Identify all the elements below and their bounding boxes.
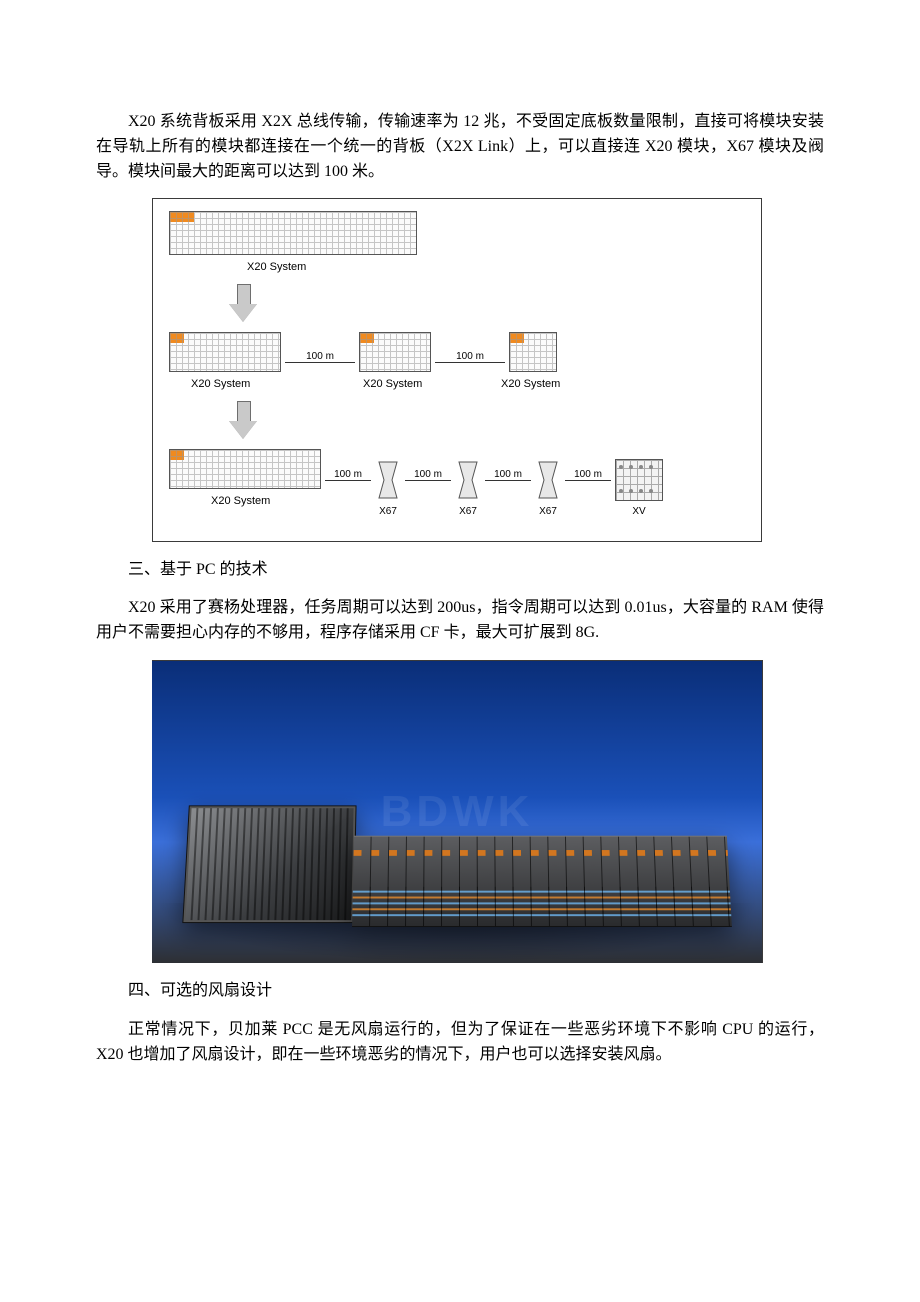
link-line: 100 m: [435, 362, 505, 363]
link-line: 100 m: [485, 480, 531, 481]
link-line: 100 m: [565, 480, 611, 481]
link-label-100m: 100 m: [306, 349, 334, 365]
link-label-100m: 100 m: [334, 467, 362, 483]
figure-x20-photo: BDWK: [152, 660, 763, 963]
link-line: 100 m: [405, 480, 451, 481]
xv-module: XV: [615, 459, 663, 501]
link-label-100m: 100 m: [414, 467, 442, 483]
x20-system-label: X20 System: [363, 376, 431, 393]
photo-module-rail: [352, 836, 732, 927]
x20-system-label: X20 System: [191, 376, 281, 393]
x20-system-label: X20 System: [211, 493, 321, 510]
x67-label: X67: [379, 504, 397, 520]
xv-label: XV: [632, 504, 645, 520]
x67-module: X67: [455, 460, 481, 500]
x20-block-r2-1: [169, 332, 281, 372]
x67-label: X67: [539, 504, 557, 520]
diagram-row-2: X20 System 100 m X20 System 100 m X20 Sy…: [169, 332, 745, 393]
arrow-down-1: [229, 284, 257, 324]
heading-3-pc-tech: 三、基于 PC 的技术: [96, 558, 824, 583]
paragraph-pc-tech: X20 采用了赛杨处理器，任务周期可以达到 200us，指令周期可以达到 0.0…: [96, 596, 824, 646]
paragraph-backplane: X20 系统背板采用 X2X 总线传输，传输速率为 12 兆，不受固定底板数量限…: [96, 110, 824, 184]
paragraph-fan: 正常情况下，贝加莱 PCC 是无风扇运行的，但为了保证在一些恶劣环境下不影响 C…: [96, 1018, 824, 1068]
x20-system-label: X20 System: [501, 376, 560, 393]
diagram-row-3: X20 System 100 m X67 100 m X67 100 m X67…: [169, 449, 745, 510]
x67-module: X67: [375, 460, 401, 500]
link-label-100m: 100 m: [456, 349, 484, 365]
x20-system-label: X20 System: [247, 259, 417, 276]
link-label-100m: 100 m: [494, 467, 522, 483]
heading-4-fan: 四、可选的风扇设计: [96, 979, 824, 1004]
diagram-row-1: X20 System: [169, 211, 745, 276]
link-line: 100 m: [325, 480, 371, 481]
link-label-100m: 100 m: [574, 467, 602, 483]
arrow-down-2: [229, 401, 257, 441]
x20-block-large: [169, 211, 417, 255]
photo-device: [182, 796, 732, 929]
photo-cpu-block: [182, 805, 356, 923]
x20-block-r2-2: [359, 332, 431, 372]
document-page: X20 系统背板采用 X2X 总线传输，传输速率为 12 兆，不受固定底板数量限…: [0, 0, 920, 1302]
figure-x2x-diagram: X20 System X20 System 100 m X20 System 1…: [152, 198, 762, 541]
x67-module: X67: [535, 460, 561, 500]
x67-label: X67: [459, 504, 477, 520]
link-line: 100 m: [285, 362, 355, 363]
x20-block-r3: [169, 449, 321, 489]
x20-block-r2-3: [509, 332, 557, 372]
